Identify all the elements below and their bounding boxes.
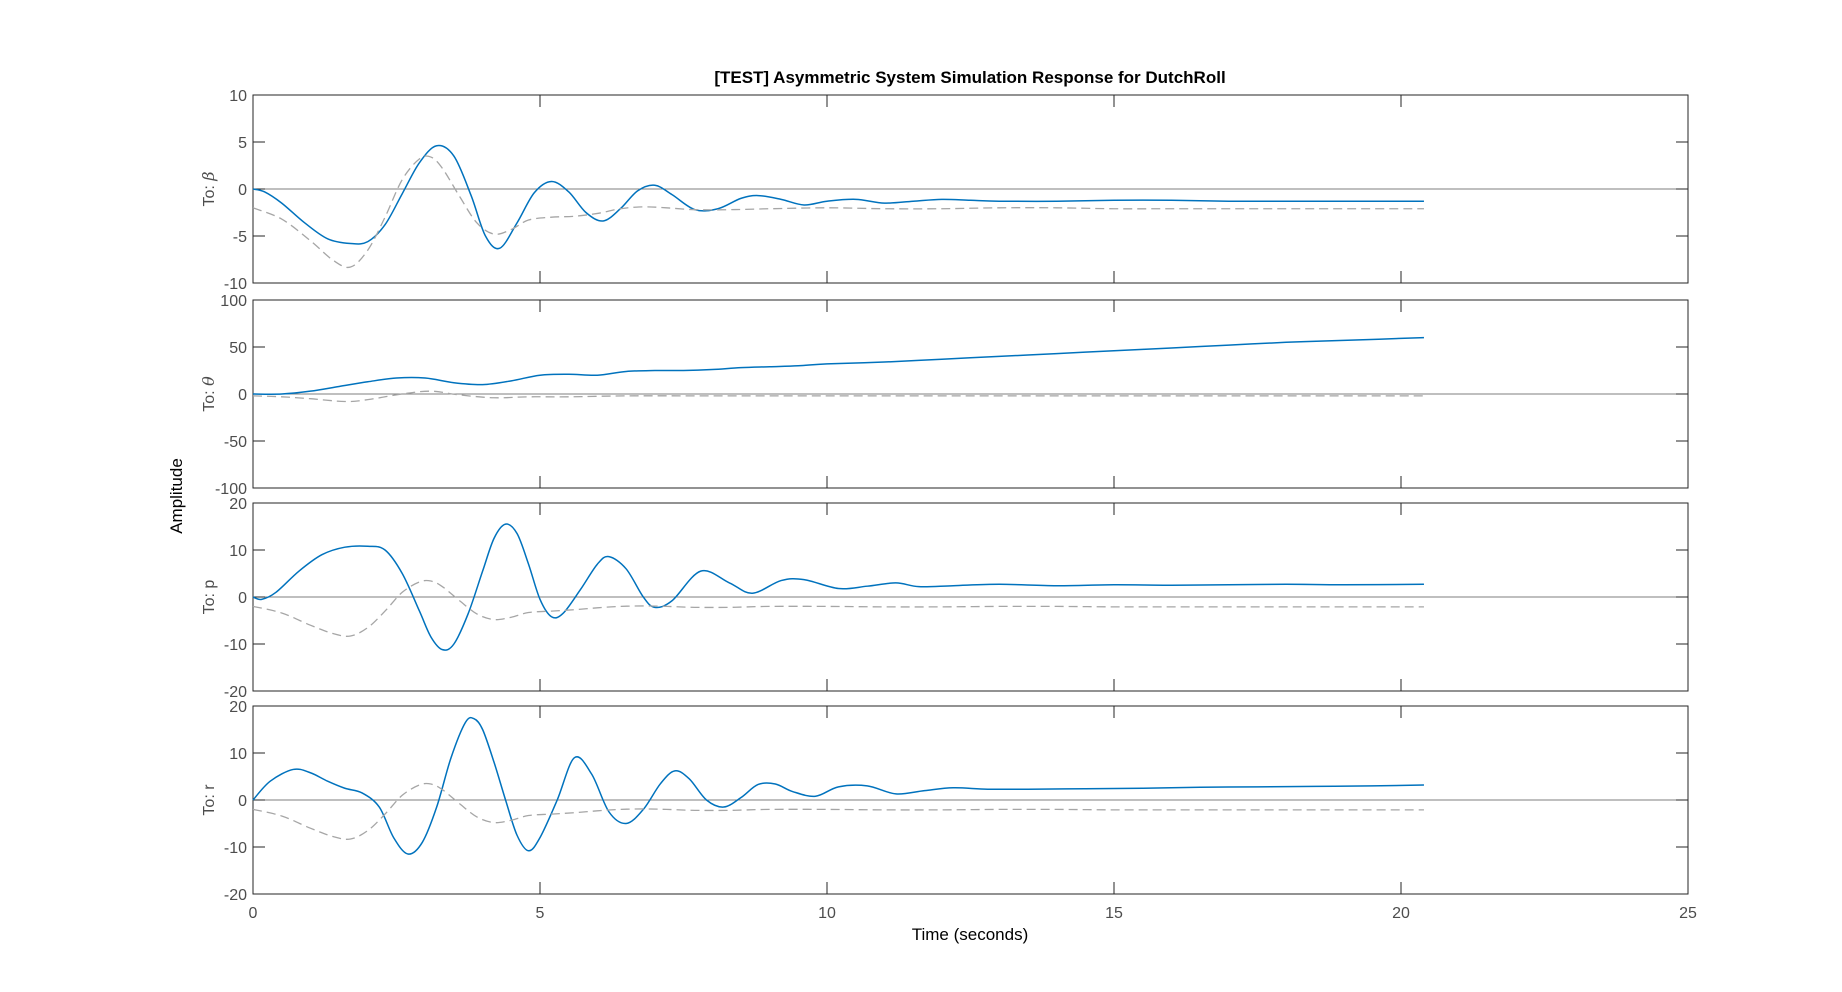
reference-line — [252, 579, 1424, 637]
y-tick-label: 10 — [229, 88, 247, 105]
panel-output-var: β — [199, 171, 218, 181]
y-tick-label: -5 — [233, 229, 247, 246]
panel-3: -20 -10 0 10 20 To: r — [201, 699, 1689, 904]
x-tick-label: 0 — [249, 905, 258, 922]
y-tick-label: 10 — [229, 543, 247, 560]
y-tick-label: -100 — [215, 481, 247, 498]
panel-output-label: To: β — [199, 171, 218, 206]
panel-output-prefix: To: — [201, 386, 218, 412]
y-tick-label: 10 — [229, 746, 247, 763]
y-tick-label: -10 — [224, 276, 247, 293]
x-axis-label: Time (seconds) — [912, 925, 1029, 944]
x-tick-label: 15 — [1105, 905, 1123, 922]
y-axis-label: Amplitude — [167, 458, 186, 534]
x-tick-label: 25 — [1679, 905, 1697, 922]
panel-output-prefix: To: — [201, 589, 218, 615]
y-tick-label: 0 — [238, 590, 247, 607]
chart-title: [TEST] Asymmetric System Simulation Resp… — [714, 68, 1225, 87]
panel-1: -100 -50 0 50 100 To: θ — [199, 293, 1689, 498]
response-line — [252, 336, 1424, 395]
y-tick-label: 5 — [238, 135, 247, 152]
y-tick-label: 0 — [238, 793, 247, 810]
y-tick-label: 20 — [229, 496, 247, 513]
x-tick-label: 5 — [536, 905, 545, 922]
panel-output-var: θ — [199, 376, 218, 386]
y-tick-label: 0 — [238, 182, 247, 199]
response-line — [252, 716, 1424, 855]
panel-0: -10 -5 0 5 10 To: β — [199, 88, 1689, 293]
x-tick-label: 10 — [818, 905, 836, 922]
panel-output-prefix: To: — [201, 790, 218, 816]
y-tick-label: -20 — [224, 684, 247, 701]
y-tick-label: 0 — [238, 387, 247, 404]
panel-output-var: p — [201, 580, 218, 589]
panel-output-prefix: To: — [201, 181, 218, 207]
y-tick-label: 20 — [229, 699, 247, 716]
y-tick-label: 100 — [220, 293, 247, 310]
y-tick-label: -20 — [224, 887, 247, 904]
panel-2: -20 -10 0 10 20 To: p — [201, 496, 1689, 701]
y-tick-label: -10 — [224, 840, 247, 857]
panel-output-label: To: r — [201, 784, 218, 816]
reference-line — [252, 782, 1424, 840]
panel-output-label: To: θ — [199, 376, 218, 412]
panel-output-label: To: p — [201, 580, 218, 615]
response-line — [252, 144, 1424, 250]
reference-line — [252, 155, 1424, 269]
reference-line — [252, 390, 1424, 403]
panel-output-var: r — [201, 784, 218, 790]
response-line — [252, 523, 1424, 651]
y-tick-label: 50 — [229, 340, 247, 357]
x-tick-label: 20 — [1392, 905, 1410, 922]
x-tick-labels: 0 5 10 15 20 25 — [249, 905, 1697, 922]
y-tick-label: -10 — [224, 637, 247, 654]
y-tick-label: -50 — [224, 434, 247, 451]
